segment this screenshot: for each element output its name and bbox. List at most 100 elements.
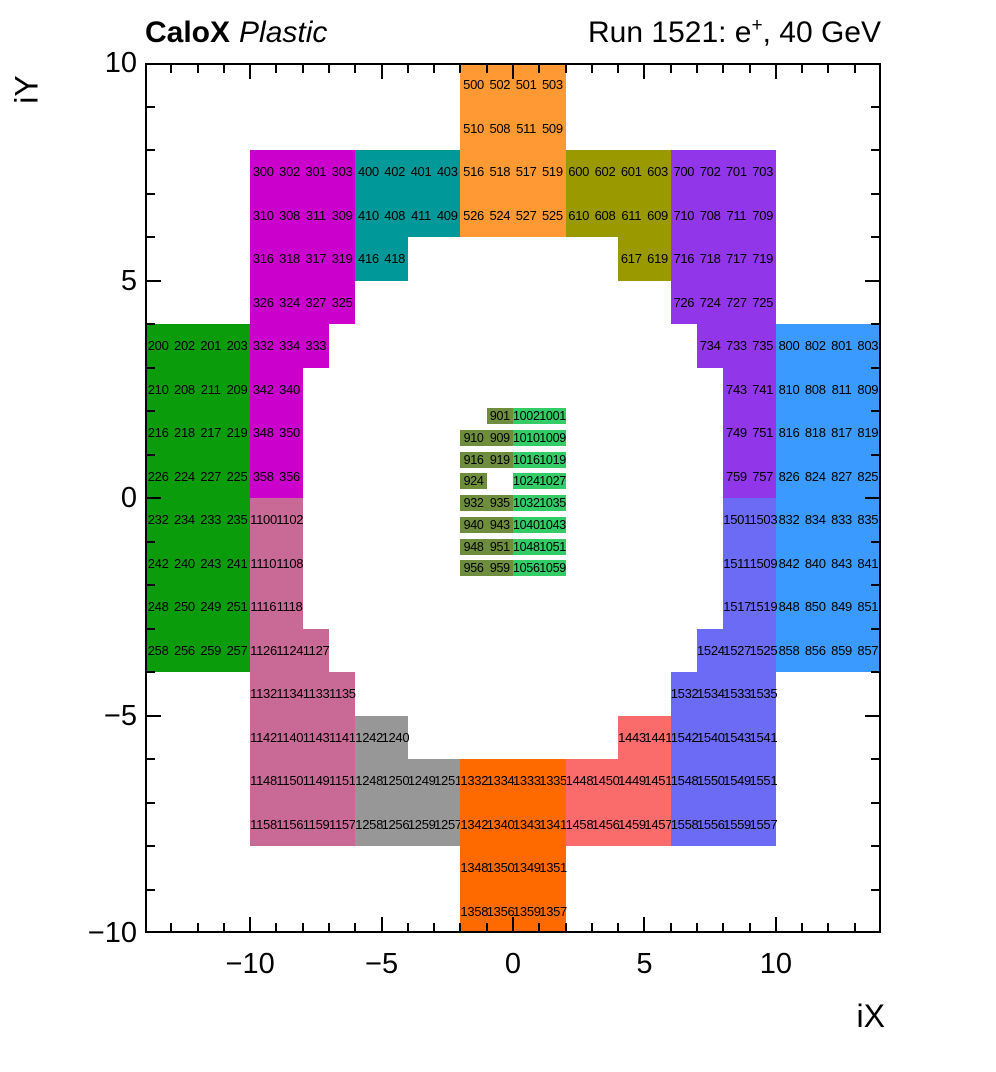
channel-label: 243 — [200, 555, 222, 571]
channel-label: 1543 — [723, 729, 751, 745]
channel-label: 1256 — [381, 816, 410, 832]
channel-label: 208 — [174, 381, 195, 397]
axis-tick — [147, 323, 155, 325]
channel-label: 226 — [147, 468, 169, 484]
axis-tick — [865, 714, 879, 717]
channel-label: 1443 — [618, 729, 646, 745]
channel-label: 709 — [752, 207, 774, 223]
module-row-800: 848 850 849 851 — [775, 585, 881, 629]
axis-tick — [147, 801, 155, 804]
run-text-suffix: , 40 GeV — [762, 16, 881, 49]
channel-label: 801 — [831, 338, 852, 354]
channel-label: 859 — [831, 642, 852, 658]
channel-label: 609 — [647, 207, 668, 223]
channel-label: 718 — [699, 251, 721, 267]
channel-label: 1334 — [486, 773, 515, 789]
axis-tick — [871, 801, 879, 804]
x-tick-label: −10 — [225, 948, 275, 980]
channel-label: 233 — [200, 512, 222, 528]
channel-label: 901 — [489, 409, 510, 423]
axis-tick — [406, 923, 409, 931]
channel-label: 1126 — [250, 642, 277, 658]
channel-label: 1134 — [276, 686, 304, 702]
channel-label: 848 — [778, 599, 800, 615]
channel-label: 224 — [174, 468, 195, 484]
x-tick-label: 5 — [636, 948, 653, 980]
module-row-1200: 1242 1240 — [355, 715, 410, 759]
channel-label: 416 — [358, 251, 379, 267]
channel-label: 348 — [252, 425, 274, 441]
module-row-1000: 1010 1009 — [513, 429, 566, 446]
channel-label: 611 — [621, 207, 642, 223]
channel-label: 708 — [699, 207, 721, 223]
y-tick-label: 5 — [120, 264, 137, 297]
module-row-900: 916 919 — [460, 451, 513, 468]
channel-label: 516 — [463, 164, 484, 180]
channel-label: 319 — [331, 251, 353, 267]
module-row-200: 226 224 227 225 — [145, 454, 251, 498]
module-row-800: 826 824 827 825 — [775, 454, 881, 498]
channel-label: 342 — [252, 381, 274, 397]
axis-tick — [222, 923, 225, 931]
channel-label: 1349 — [512, 860, 541, 876]
module-row-1500: 1558 1556 1559 1557 — [670, 802, 778, 846]
channel-label: 816 — [778, 425, 800, 441]
axis-tick — [459, 923, 462, 931]
axis-tick — [512, 917, 514, 931]
channel-label: 841 — [857, 555, 879, 571]
module-row-1300: 1342 1340 1343 1341 — [460, 802, 567, 846]
axis-tick — [147, 671, 155, 673]
axis-tick — [147, 497, 161, 499]
channel-label: 1348 — [460, 860, 489, 876]
channel-label: 1132 — [250, 686, 277, 702]
channel-label: 1541 — [749, 729, 778, 745]
channel-label: 1548 — [670, 773, 699, 789]
channel-label: 733 — [726, 338, 747, 354]
channel-label: 510 — [463, 120, 484, 136]
axis-tick — [301, 923, 304, 931]
channel-label: 1100 — [250, 512, 277, 528]
module-row-700: 749 751 — [723, 411, 776, 455]
channel-label: 1016 — [513, 452, 540, 467]
axis-tick — [354, 923, 357, 931]
channel-label: 203 — [226, 338, 248, 354]
module-row-800: 842 840 843 841 — [775, 541, 881, 585]
module-row-900: 901 — [486, 408, 513, 424]
channel-label: 858 — [778, 642, 800, 658]
channel-label: 1009 — [539, 430, 566, 445]
axis-tick — [433, 65, 436, 73]
channel-label: 234 — [174, 512, 195, 528]
channel-label: 1342 — [460, 816, 489, 832]
axis-tick — [249, 65, 252, 79]
channel-label: 811 — [831, 381, 852, 397]
axis-tick — [871, 149, 879, 151]
channel-label: 1051 — [539, 539, 566, 554]
axis-tick — [871, 323, 879, 325]
axis-tick — [249, 917, 252, 931]
axis-tick — [827, 65, 830, 73]
brand-name: CaloX — [145, 16, 231, 49]
channel-label: 716 — [673, 251, 695, 267]
module-row-700: 759 757 — [723, 454, 776, 498]
module-row-600: 617 619 — [618, 237, 671, 281]
channel-label: 808 — [804, 381, 826, 397]
channel-label: 1048 — [513, 539, 540, 554]
module-row-1200: 1258 1256 1259 1257 — [355, 802, 462, 846]
channel-label: 1010 — [513, 430, 540, 445]
channel-label: 333 — [305, 338, 327, 354]
channel-label: 743 — [726, 381, 747, 397]
channel-label: 1511 — [723, 555, 751, 571]
channel-label: 1116 — [250, 599, 277, 615]
axis-tick — [871, 627, 879, 630]
channel-label: 824 — [804, 468, 826, 484]
module-row-700: 743 741 — [723, 367, 776, 411]
channel-label: 1001 — [539, 409, 566, 423]
channel-label: 318 — [279, 251, 300, 267]
channel-label: 849 — [831, 599, 852, 615]
module-row-900: 932 935 — [460, 495, 513, 511]
channel-label: 759 — [726, 468, 747, 484]
channel-label: 856 — [804, 642, 826, 658]
axis-tick — [643, 917, 646, 931]
channel-label: 1002 — [513, 409, 540, 423]
channel-label: 403 — [436, 164, 458, 180]
